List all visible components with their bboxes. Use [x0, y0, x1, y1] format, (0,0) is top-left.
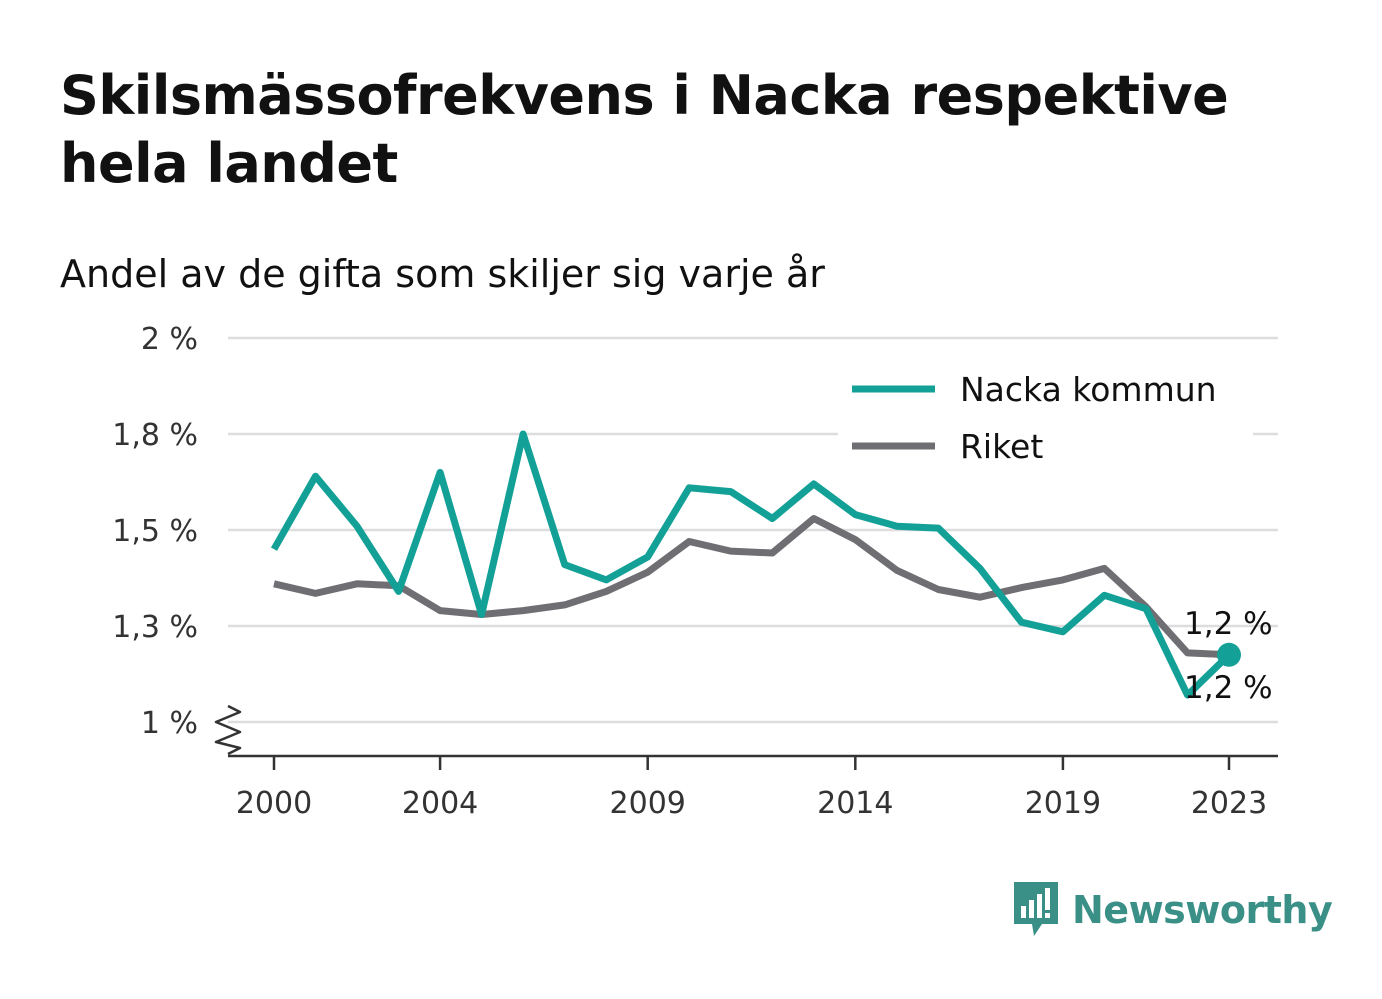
newsworthy-logo-icon: [1014, 882, 1058, 936]
y-tick-label: 1,3 %: [112, 610, 198, 645]
y-tick-label: 1 %: [141, 706, 198, 741]
x-axis-ticks: 2000 2004 2009 2014 2019 2023: [236, 756, 1267, 821]
series-line-nacka: [270, 430, 1232, 699]
legend-background: [838, 360, 1253, 480]
x-tick-label: 2014: [817, 786, 893, 821]
series-lines: [270, 430, 1241, 699]
x-tick-label: 2019: [1025, 786, 1101, 821]
x-tick-label: 2004: [402, 786, 478, 821]
legend-label-riket: Riket: [960, 427, 1043, 466]
y-tick-label: 2 %: [141, 322, 198, 357]
y-tick-label: 1,8 %: [112, 418, 198, 453]
legend-label-nacka: Nacka kommun: [960, 370, 1217, 409]
newsworthy-logo-text: Newsworthy: [1072, 888, 1333, 932]
page-subtitle: Andel av de gifta som skiljer sig varje …: [60, 252, 825, 296]
x-tick-label: 2009: [610, 786, 686, 821]
x-tick-label: 2000: [236, 786, 312, 821]
series-line-riket: [273, 515, 1230, 659]
newsworthy-logo: Newsworthy: [1012, 880, 1333, 940]
y-axis-break-icon: [214, 704, 242, 756]
end-point-marker: [1217, 642, 1241, 667]
x-tick-label: 2023: [1191, 786, 1267, 821]
legend: Nacka kommun Riket: [838, 360, 1253, 480]
y-axis-ticks: 1 % 1,3 % 1,5 % 1,8 % 2 %: [112, 322, 198, 741]
end-label-riket: 1,2 %: [1184, 606, 1273, 642]
y-tick-label: 1,5 %: [112, 514, 198, 549]
end-labels: 1,2 % 1,2 %: [1184, 606, 1273, 706]
page-title: Skilsmässofrekvens i Nacka respektive he…: [60, 64, 1229, 195]
end-label-nacka: 1,2 %: [1184, 670, 1273, 706]
